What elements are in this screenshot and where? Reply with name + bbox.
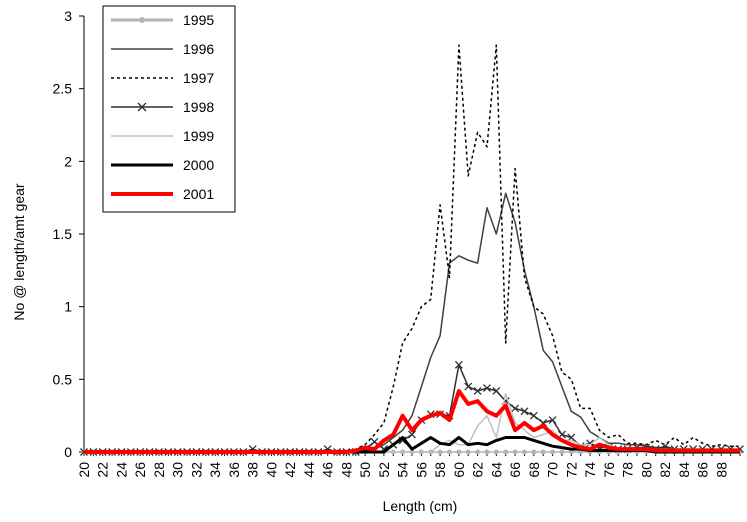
x-tick-label: 86 xyxy=(695,462,711,478)
series-layer xyxy=(80,44,744,456)
data-point xyxy=(465,449,471,455)
x-tick-label: 30 xyxy=(170,462,186,478)
x-tick-label: 80 xyxy=(638,462,654,478)
legend-label: 1995 xyxy=(183,12,214,28)
data-point xyxy=(464,382,473,391)
legend-marker xyxy=(139,17,145,23)
x-tick-label: 40 xyxy=(263,462,279,478)
x-tick-label: 52 xyxy=(376,462,392,478)
y-tick-label: 1 xyxy=(64,299,72,315)
y-tick-label: 3 xyxy=(64,8,72,24)
data-point xyxy=(484,449,490,455)
y-axis: 0 0.5 1 1.5 2 2.5 3 xyxy=(53,8,84,460)
data-point xyxy=(550,449,556,455)
x-tick-label: 72 xyxy=(563,462,579,478)
data-point xyxy=(512,449,518,455)
data-point xyxy=(475,449,481,455)
legend-label: 1999 xyxy=(183,128,214,144)
x-tick-label: 38 xyxy=(245,462,261,478)
x-tick-label: 82 xyxy=(657,462,673,478)
x-tick-label: 34 xyxy=(207,462,223,478)
x-tick-label: 24 xyxy=(113,462,129,478)
series-line-2001 xyxy=(84,389,740,454)
legend-item-1999: 1999 xyxy=(111,128,214,144)
data-point xyxy=(456,449,462,455)
x-tick-label: 22 xyxy=(95,462,111,478)
y-tick-label: 0.5 xyxy=(53,371,73,387)
x-tick-label: 26 xyxy=(132,462,148,478)
legend-item-2000: 2000 xyxy=(111,157,214,173)
legend: 1995 1996 1997 1998 1999 2000 2001 xyxy=(102,5,236,213)
y-axis-label: No @ length/amt gear xyxy=(11,183,27,321)
data-point xyxy=(529,411,538,420)
data-point xyxy=(540,449,546,455)
legend-box xyxy=(102,5,236,213)
x-tick-label: 78 xyxy=(620,462,636,478)
data-point xyxy=(511,404,520,413)
data-point xyxy=(446,449,452,455)
x-tick-label: 76 xyxy=(601,462,617,478)
x-tick-label: 48 xyxy=(338,462,354,478)
y-tick-label: 1.5 xyxy=(53,226,73,242)
x-tick-label: 70 xyxy=(545,462,561,478)
data-point xyxy=(531,449,537,455)
x-tick-label: 60 xyxy=(451,462,467,478)
data-point xyxy=(492,387,501,395)
x-tick-label: 28 xyxy=(151,462,167,478)
y-tick-label: 0 xyxy=(64,444,72,460)
x-tick-label: 44 xyxy=(301,462,317,478)
series-1998 xyxy=(80,360,744,456)
legend-label: 2000 xyxy=(183,157,214,173)
legend-marker xyxy=(137,102,147,112)
x-tick-label: 62 xyxy=(470,462,486,478)
x-tick-label: 66 xyxy=(507,462,523,478)
legend-label: 1998 xyxy=(183,99,214,115)
legend-label: 2001 xyxy=(183,186,214,202)
x-tick-label: 42 xyxy=(282,462,298,478)
data-point xyxy=(548,416,557,424)
data-point xyxy=(568,449,574,455)
x-tick-label: 58 xyxy=(432,462,448,478)
legend-item-2001: 2001 xyxy=(111,186,214,202)
data-point xyxy=(503,449,509,455)
data-point xyxy=(454,360,463,369)
x-axis-label: Length (cm) xyxy=(383,498,458,514)
legend-item-1998: 1998 xyxy=(111,99,214,115)
series-2001 xyxy=(84,389,740,454)
x-tick-label: 74 xyxy=(582,462,598,478)
x-tick-label: 64 xyxy=(488,462,504,478)
legend-item-1996: 1996 xyxy=(111,41,214,57)
data-point xyxy=(370,437,379,446)
data-point xyxy=(521,449,527,455)
data-point xyxy=(520,407,529,416)
legend-label: 1996 xyxy=(183,41,214,57)
x-tick-label: 54 xyxy=(395,462,411,478)
series-1996 xyxy=(84,192,740,453)
x-tick-label: 84 xyxy=(676,462,692,478)
data-point xyxy=(473,387,482,395)
x-axis: 20 22 24 26 28 30 32 34 36 38 40 42 44 46 48 50 52 54 56 58… xyxy=(76,452,741,478)
legend-item-1997: 1997 xyxy=(111,70,214,86)
series-line-1998 xyxy=(84,364,740,453)
x-tick-label: 36 xyxy=(226,462,242,478)
x-tick-label: 88 xyxy=(713,462,729,478)
legend-item-1995: 1995 xyxy=(111,12,214,28)
data-point xyxy=(559,449,565,455)
x-tick-label: 50 xyxy=(357,462,373,478)
y-tick-label: 2 xyxy=(64,153,72,169)
x-tick-label: 56 xyxy=(413,462,429,478)
data-point xyxy=(493,449,499,455)
x-tick-label: 46 xyxy=(320,462,336,478)
data-point xyxy=(437,449,443,455)
series-line-1996 xyxy=(84,192,740,453)
x-tick-label: 20 xyxy=(76,462,92,478)
data-point xyxy=(586,439,595,448)
x-tick-label: 32 xyxy=(188,462,204,478)
x-tick-label: 68 xyxy=(526,462,542,478)
y-tick-label: 2.5 xyxy=(53,81,73,97)
data-point xyxy=(483,384,491,393)
data-point xyxy=(408,430,416,439)
legend-label: 1997 xyxy=(183,70,214,86)
